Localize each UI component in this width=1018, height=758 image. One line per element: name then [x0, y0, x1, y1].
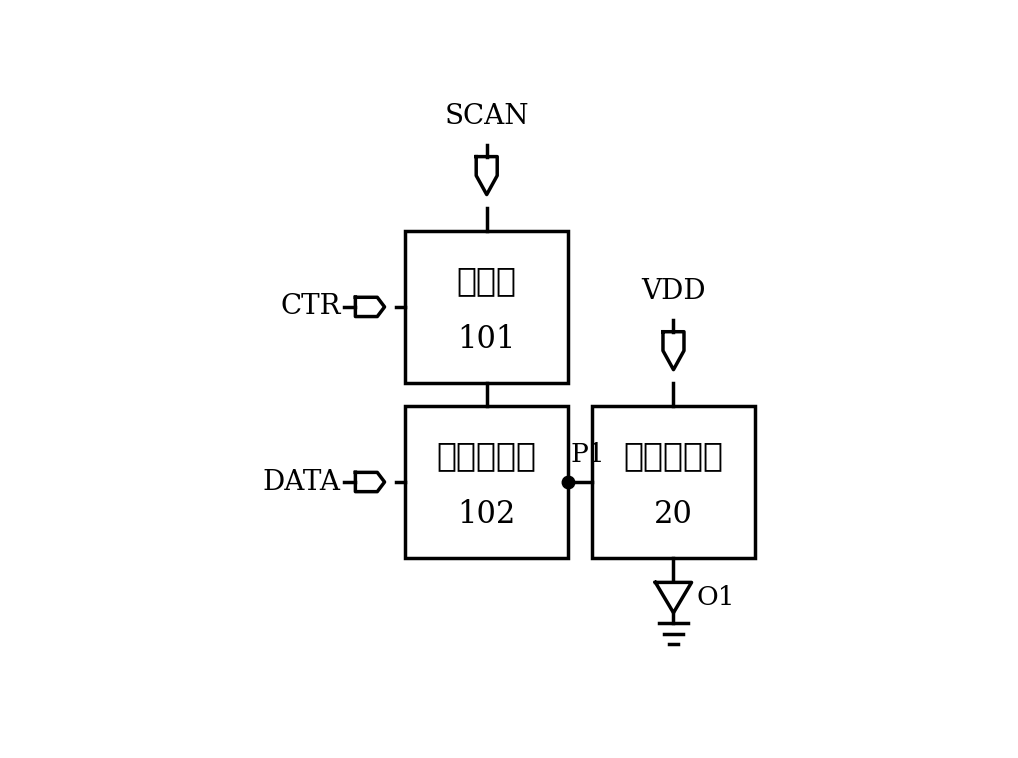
Text: O1: O1: [697, 585, 735, 610]
Text: 驱动子电路: 驱动子电路: [623, 439, 724, 472]
Text: 开关部: 开关部: [457, 264, 517, 297]
Text: 数据写入部: 数据写入部: [437, 439, 536, 472]
Text: 102: 102: [457, 499, 516, 530]
Text: DATA: DATA: [263, 468, 341, 496]
Text: 101: 101: [457, 324, 516, 355]
Text: VDD: VDD: [641, 278, 705, 305]
Text: SCAN: SCAN: [445, 103, 529, 130]
Text: CTR: CTR: [280, 293, 341, 321]
Text: 20: 20: [654, 499, 693, 530]
Bar: [405, 231, 568, 383]
Bar: [405, 406, 568, 558]
Text: P1: P1: [571, 443, 606, 468]
Bar: [591, 406, 755, 558]
